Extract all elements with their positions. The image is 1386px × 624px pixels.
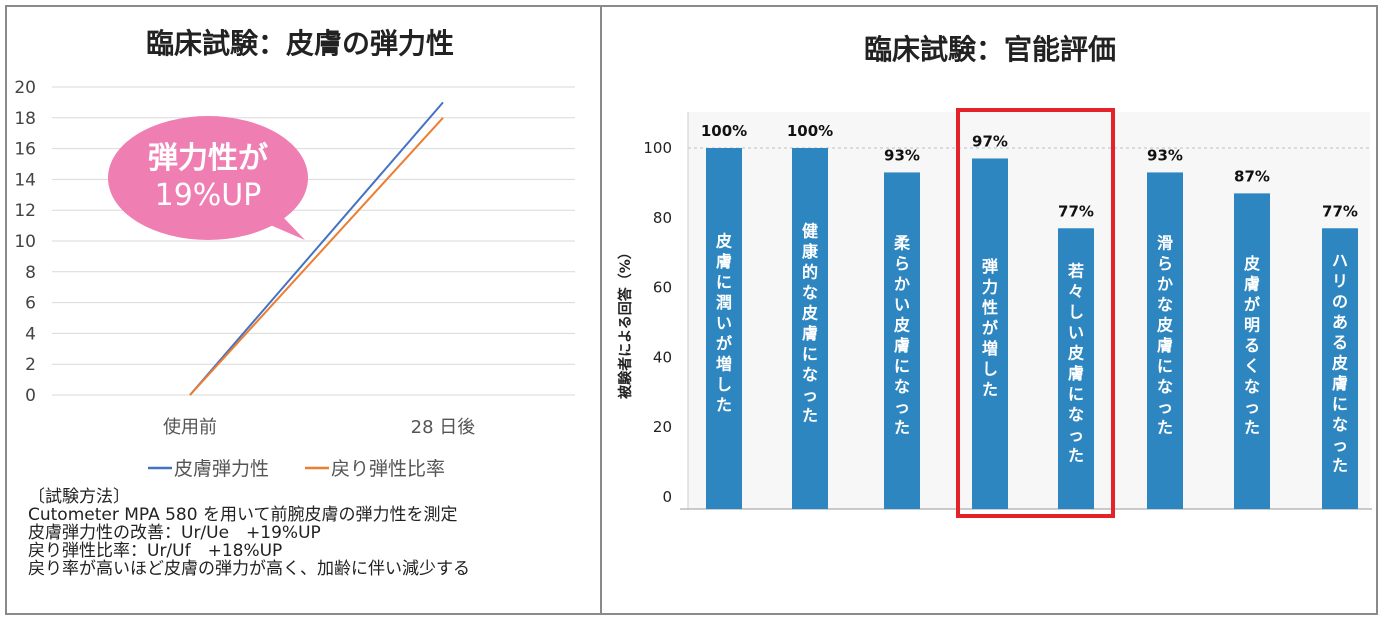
data-label: 100% xyxy=(701,122,747,140)
category-label: 皮膚に潤いが増した xyxy=(715,232,732,415)
legend-label: 皮膚弾力性 xyxy=(174,458,269,480)
y-tick-label: 0 xyxy=(662,488,672,506)
test-method-line: Cutometer MPA 580 を用いて前腕皮膚の弾力性を測定 xyxy=(28,505,458,525)
category-label: 皮膚が明るくなった xyxy=(1243,254,1260,437)
figure-frame xyxy=(5,5,1378,615)
data-label: 77% xyxy=(1058,202,1094,220)
test-method-heading: 〔試験方法〕 xyxy=(28,487,130,507)
bar xyxy=(792,148,828,509)
bar xyxy=(1147,172,1183,509)
legend-label: 戻り弾性比率 xyxy=(331,458,445,480)
data-label: 100% xyxy=(787,122,833,140)
category-label: 健康的な皮膚になった xyxy=(801,221,819,425)
data-label: 87% xyxy=(1234,167,1270,185)
series-line xyxy=(189,101,444,396)
panel-divider xyxy=(600,5,602,615)
bar xyxy=(1322,228,1358,509)
y-tick-label: 80 xyxy=(653,209,672,227)
y-tick-label: 20 xyxy=(653,418,672,436)
y-tick-label: 18 xyxy=(14,109,36,129)
y-tick-label: 10 xyxy=(14,232,36,252)
callout-shape xyxy=(108,116,308,240)
category-label: 滑らかな皮膚になった xyxy=(1156,233,1173,437)
y-axis-label: 被験者による回答（%） xyxy=(617,245,634,399)
y-tick-label: 14 xyxy=(14,170,36,190)
bar xyxy=(884,172,920,509)
test-method-line: 戻り率が高いほど皮膚の弾力が高く、加齢に伴い減少する xyxy=(28,559,470,579)
bar xyxy=(706,148,742,509)
bar xyxy=(1058,228,1094,509)
callout-text: 弾力性が xyxy=(148,141,268,176)
highlight-box xyxy=(956,108,1115,518)
category-label: 若々しい皮膚になった xyxy=(1067,261,1084,465)
y-tick-label: 60 xyxy=(653,279,672,297)
left-panel-title: 臨床試験：皮膚の弾力性 xyxy=(145,27,454,60)
y-tick-label: 8 xyxy=(25,263,36,283)
right-panel-title: 臨床試験：官能評価 xyxy=(863,33,1116,66)
callout-text: 19%UP xyxy=(155,178,262,213)
series-line xyxy=(189,117,444,396)
x-tick-label: 28 日後 xyxy=(411,417,476,438)
category-label: 柔らかい皮膚になった xyxy=(893,233,911,437)
test-method-line: 戻り弾性比率：Ur/Uf +18%UP xyxy=(28,541,283,561)
bar xyxy=(972,158,1008,509)
category-label: 弾力性が増した xyxy=(982,257,998,399)
y-tick-label: 20 xyxy=(14,78,36,98)
y-tick-label: 6 xyxy=(25,294,36,314)
category-label: ハリのある皮膚になった xyxy=(1331,251,1348,475)
bar xyxy=(1234,193,1270,509)
test-method: 〔試験方法〕 Cutometer MPA 580 を用いて前腕皮膚の弾力性を測定… xyxy=(28,488,470,578)
x-tick-label: 使用前 xyxy=(163,417,217,438)
y-tick-label: 4 xyxy=(25,324,36,344)
y-tick-label: 12 xyxy=(14,201,36,221)
y-tick-label: 0 xyxy=(25,386,36,406)
data-label: 93% xyxy=(1147,146,1183,164)
y-tick-label: 40 xyxy=(653,348,672,366)
test-method-line: 皮膚弾力性の改善：Ur/Ue +19%UP xyxy=(28,523,321,543)
y-tick-label: 16 xyxy=(14,140,36,160)
y-tick-label: 2 xyxy=(25,355,36,375)
data-label: 97% xyxy=(972,132,1008,150)
data-label: 77% xyxy=(1322,202,1358,220)
y-tick-label: 100 xyxy=(643,139,672,157)
data-label: 93% xyxy=(884,146,920,164)
